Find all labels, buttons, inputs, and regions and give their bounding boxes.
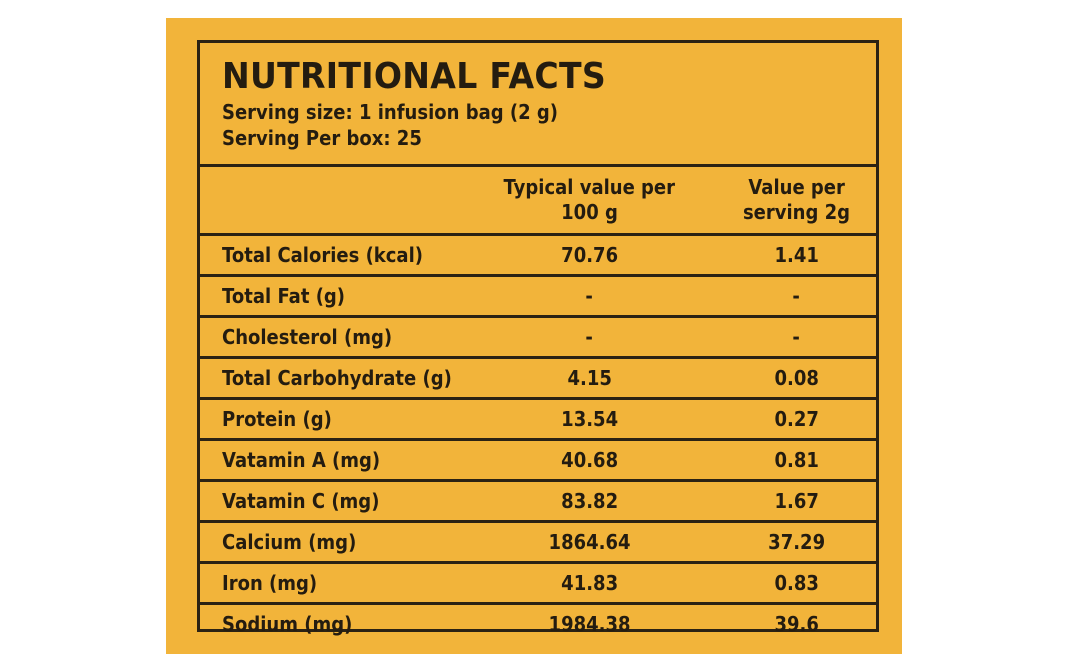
table-row: Cholesterol (mg) - - [200,316,876,359]
nutrient-name: Total Calories (kcal) [200,234,462,277]
per-serving-value: 39.6 [774,612,819,636]
table-row: Total Carbohydrate (g) 4.15 0.08 [200,357,876,400]
per-100g-column-header: Typical value per 100 g [462,167,717,236]
nutrient-name: Total Fat (g) [200,275,462,318]
per-100g-header-line1: Typical value per [503,175,676,199]
per-serving-value: 37.29 [717,521,876,564]
table-row: Protein (g) 13.54 0.27 [200,398,876,441]
table-row: Total Fat (g) - - [200,275,876,318]
per-100g-value: 1864.64 [462,521,717,564]
table-row: Sodium (mg) 1984.38 39.6 [200,604,876,644]
nutrient-name: Cholesterol (mg) [200,316,462,359]
nutrition-facts-label: NUTRITIONAL FACTS Serving size: 1 infusi… [197,40,879,636]
per-serving-value: - [717,316,876,359]
per-serving-column-header: Value per serving 2g [717,167,876,236]
per-100g-value: - [462,316,717,359]
nutrition-table: Typical value per 100 g Value per servin… [200,167,876,643]
table-row: Vatamin A (mg) 40.68 0.81 [200,439,876,482]
per-serving-value: 0.83 [717,562,876,605]
per-100g-value: 41.83 [462,562,717,605]
per-serving-header-line2: serving 2g [742,200,851,224]
per-serving-value: 1.67 [717,480,876,523]
label-title: NUTRITIONAL FACTS [222,56,606,97]
servings-per-box: Serving Per box: 25 [222,126,422,150]
table-row: Calcium (mg) 1864.64 37.29 [200,521,876,564]
per-serving-value: 0.08 [717,357,876,400]
per-100g-value: 13.54 [462,398,717,441]
per-100g-value: 4.15 [462,357,717,400]
nutrient-name: Protein (g) [200,398,462,441]
table-row: Total Calories (kcal) 70.76 1.41 [200,234,876,277]
per-serving-value: 0.27 [717,398,876,441]
table-row: Iron (mg) 41.83 0.83 [200,562,876,605]
serving-size: Serving size: 1 infusion bag (2 g) [222,100,559,124]
per-serving-value: - [717,275,876,318]
table-header-row: Typical value per 100 g Value per servin… [200,167,876,236]
nutrient-name: Vatamin A (mg) [200,439,462,482]
per-100g-value: 83.82 [462,480,717,523]
nutrient-name: Total Carbohydrate (g) [200,357,462,400]
nutrient-name: Sodium (mg) [222,612,353,636]
per-100g-value: 40.68 [462,439,717,482]
per-100g-value: 1984.38 [548,612,631,636]
per-100g-value: 70.76 [462,234,717,277]
nutrient-name: Calcium (mg) [200,521,462,564]
per-serving-value: 0.81 [717,439,876,482]
label-header: NUTRITIONAL FACTS Serving size: 1 infusi… [200,43,876,167]
per-serving-header-line1: Value per [748,175,845,199]
nutrient-name: Iron (mg) [200,562,462,605]
nutrient-column-header [200,167,462,236]
per-serving-value: 1.41 [717,234,876,277]
nutrient-name: Vatamin C (mg) [200,480,462,523]
per-100g-header-line2: 100 g [561,200,618,224]
per-100g-value: - [462,275,717,318]
table-row: Vatamin C (mg) 83.82 1.67 [200,480,876,523]
